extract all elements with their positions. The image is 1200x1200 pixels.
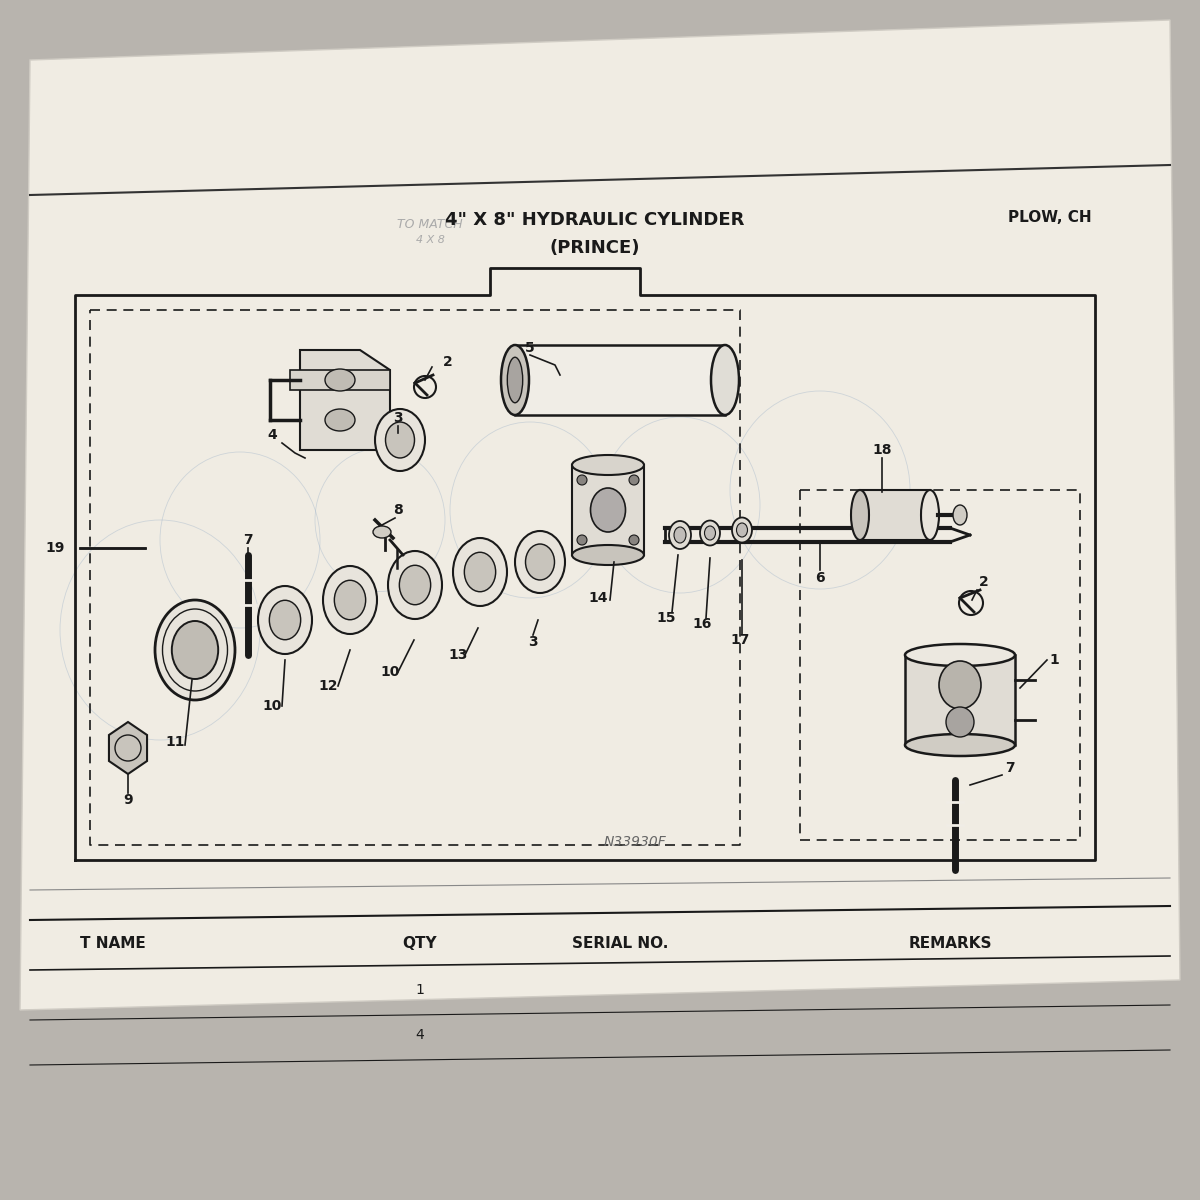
- Text: 4: 4: [415, 1028, 425, 1042]
- Polygon shape: [515, 346, 725, 415]
- Ellipse shape: [674, 527, 686, 542]
- Text: 17: 17: [731, 634, 750, 647]
- Ellipse shape: [400, 565, 431, 605]
- Ellipse shape: [373, 526, 391, 538]
- Ellipse shape: [464, 552, 496, 592]
- Text: REMARKS: REMARKS: [908, 936, 991, 950]
- Ellipse shape: [922, 490, 940, 540]
- Text: 7: 7: [1006, 761, 1015, 775]
- Polygon shape: [109, 722, 148, 774]
- Text: T NAME: T NAME: [80, 936, 145, 950]
- Ellipse shape: [572, 455, 644, 475]
- Ellipse shape: [325, 409, 355, 431]
- Polygon shape: [300, 350, 390, 450]
- Text: 2: 2: [979, 575, 989, 589]
- Ellipse shape: [577, 535, 587, 545]
- Text: 14: 14: [588, 590, 607, 605]
- Ellipse shape: [737, 523, 748, 538]
- Ellipse shape: [700, 521, 720, 546]
- Ellipse shape: [946, 707, 974, 737]
- Text: 1: 1: [415, 983, 425, 997]
- Ellipse shape: [454, 538, 508, 606]
- Text: 9: 9: [124, 793, 133, 806]
- Ellipse shape: [710, 346, 739, 415]
- Ellipse shape: [325, 370, 355, 391]
- Text: 8: 8: [394, 503, 403, 517]
- Ellipse shape: [940, 661, 982, 709]
- Polygon shape: [572, 464, 644, 554]
- Text: 10: 10: [380, 665, 400, 679]
- Text: 2: 2: [443, 355, 452, 370]
- Text: 18: 18: [872, 443, 892, 457]
- Ellipse shape: [172, 622, 218, 679]
- Ellipse shape: [590, 488, 625, 532]
- Ellipse shape: [155, 600, 235, 700]
- Ellipse shape: [577, 475, 587, 485]
- Ellipse shape: [374, 409, 425, 470]
- Text: 16: 16: [692, 617, 712, 631]
- Text: 6: 6: [815, 571, 824, 584]
- Polygon shape: [860, 490, 930, 540]
- Ellipse shape: [629, 535, 640, 545]
- Ellipse shape: [670, 521, 691, 550]
- Ellipse shape: [953, 505, 967, 526]
- Text: 4" X 8" HYDRAULIC CYLINDER: 4" X 8" HYDRAULIC CYLINDER: [445, 211, 745, 229]
- Text: 3: 3: [528, 635, 538, 649]
- Polygon shape: [20, 20, 1180, 1010]
- Text: 3: 3: [394, 410, 403, 425]
- Ellipse shape: [335, 581, 366, 619]
- Text: SERIAL NO.: SERIAL NO.: [572, 936, 668, 950]
- Text: 10: 10: [263, 698, 282, 713]
- Text: 11: 11: [166, 734, 185, 749]
- Polygon shape: [905, 655, 1015, 745]
- Text: 4 X 8: 4 X 8: [415, 235, 444, 245]
- Ellipse shape: [508, 358, 523, 403]
- Text: 4: 4: [268, 428, 277, 442]
- Ellipse shape: [388, 551, 442, 619]
- Ellipse shape: [905, 644, 1015, 666]
- Ellipse shape: [269, 600, 301, 640]
- Text: QTY: QTY: [403, 936, 437, 950]
- Text: TO MATCH: TO MATCH: [397, 218, 463, 232]
- Ellipse shape: [704, 526, 715, 540]
- Text: 15: 15: [656, 611, 676, 625]
- Ellipse shape: [732, 517, 752, 542]
- Ellipse shape: [905, 734, 1015, 756]
- Text: 13: 13: [449, 648, 468, 662]
- Ellipse shape: [572, 545, 644, 565]
- Text: 19: 19: [46, 541, 65, 554]
- Text: 7: 7: [244, 533, 253, 547]
- Ellipse shape: [629, 475, 640, 485]
- Ellipse shape: [258, 586, 312, 654]
- Text: N33930F: N33930F: [604, 835, 666, 850]
- Ellipse shape: [851, 490, 869, 540]
- Text: 12: 12: [318, 679, 337, 692]
- Text: (PRINCE): (PRINCE): [550, 239, 641, 257]
- Text: PLOW, CH: PLOW, CH: [1008, 210, 1092, 226]
- Ellipse shape: [502, 346, 529, 415]
- Polygon shape: [290, 370, 390, 390]
- Ellipse shape: [385, 422, 414, 458]
- Ellipse shape: [526, 544, 554, 580]
- Ellipse shape: [323, 566, 377, 634]
- Text: 5: 5: [526, 341, 535, 355]
- Ellipse shape: [515, 530, 565, 593]
- Text: 1: 1: [1049, 653, 1058, 667]
